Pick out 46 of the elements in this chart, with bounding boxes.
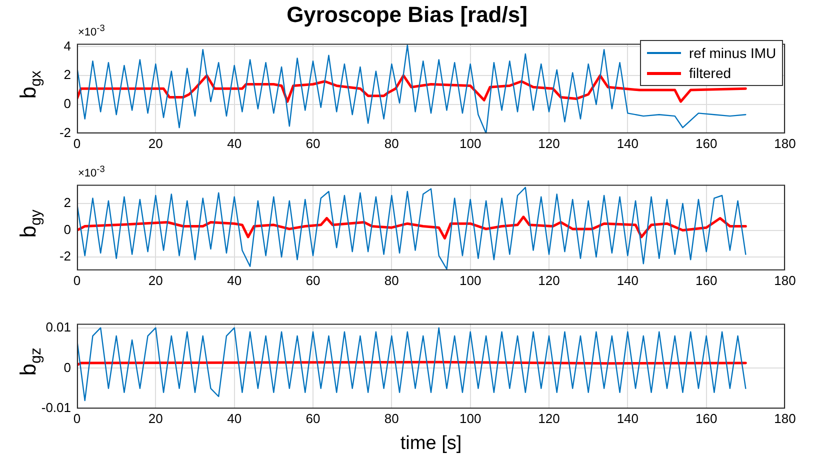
x-tick-label: 140 <box>616 136 639 151</box>
x-tick-label: 120 <box>538 136 560 151</box>
x-tick-label: 40 <box>227 136 242 151</box>
x-tick-label: 60 <box>306 410 320 426</box>
x-tick-label: 60 <box>306 272 320 288</box>
x-tick-label: 40 <box>227 272 242 288</box>
x-tick-label: 120 <box>538 272 560 288</box>
x-tick-label: 140 <box>616 410 639 426</box>
x-tick-label: 60 <box>306 136 320 151</box>
x-tick-label: 180 <box>774 136 796 151</box>
x-tick-label: 0 <box>73 136 81 151</box>
legend-label: filtered <box>689 65 732 81</box>
x-tick-label: 120 <box>538 410 560 426</box>
x-axis-title: time [s] <box>400 432 462 454</box>
y-tick-label: 0.01 <box>46 319 71 334</box>
x-tick-label: 80 <box>384 136 399 151</box>
x-tick-label: 0 <box>73 410 81 426</box>
text: ×10$^{-3}$ <box>78 164 105 180</box>
x-tick-label: 20 <box>148 272 163 288</box>
chart-title: Gyroscope Bias [rad/s] <box>286 2 528 27</box>
x-tick-label: 160 <box>695 272 718 288</box>
y-tick-label: 0 <box>64 222 71 237</box>
y-tick-label: 0 <box>64 96 71 112</box>
y-tick-label: 2 <box>64 195 71 210</box>
x-tick-label: 180 <box>774 410 796 426</box>
x-tick-label: 80 <box>384 272 399 288</box>
x-tick-label: 100 <box>459 410 482 426</box>
y-tick-label: -0.01 <box>41 400 71 416</box>
x-tick-label: 80 <box>384 410 399 426</box>
y-tick-label: 2 <box>64 67 71 82</box>
x-tick-label: 100 <box>459 272 482 288</box>
legend-label: ref minus IMU <box>689 45 776 61</box>
x-tick-label: 160 <box>695 410 718 426</box>
x-tick-label: 20 <box>148 136 163 151</box>
x-tick-label: 40 <box>227 410 242 426</box>
y-tick-label: -2 <box>59 124 71 140</box>
x-tick-label: 20 <box>148 410 163 426</box>
y-tick-label: 4 <box>64 38 71 54</box>
y-tick-label: 0 <box>64 360 71 375</box>
x-tick-label: 140 <box>616 272 639 288</box>
x-tick-label: 0 <box>73 272 81 288</box>
x-tick-label: 160 <box>695 136 718 151</box>
x-tick-label: 180 <box>774 272 796 288</box>
text: ×10$^{-3}$ <box>78 23 105 39</box>
x-tick-label: 100 <box>459 136 482 151</box>
y-tick-label: -2 <box>59 248 71 264</box>
